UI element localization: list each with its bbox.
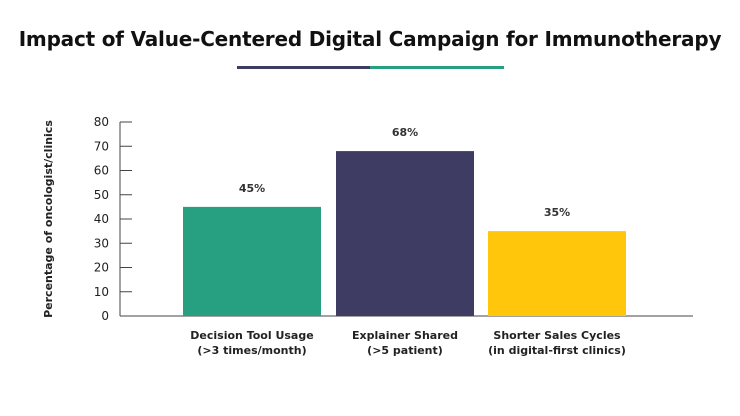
bar — [488, 231, 626, 316]
y-tick-label: 40 — [94, 212, 109, 226]
category-label: (in digital-first clinics) — [488, 344, 626, 357]
y-axis-title: Percentage of oncologist/clinics — [42, 120, 55, 318]
bars-layer — [183, 151, 626, 316]
y-tick-label: 50 — [94, 188, 109, 202]
y-tick-label: 0 — [101, 309, 109, 323]
bar — [183, 206, 321, 316]
y-tick-label: 10 — [94, 285, 109, 299]
data-label: 68% — [392, 126, 418, 139]
chart-title: Impact of Value-Centered Digital Campaig… — [18, 27, 722, 51]
labels-layer: 45% Decision Tool Usage (>3 times/month) 68… — [190, 126, 626, 357]
data-label: 35% — [544, 206, 570, 219]
y-tick-label: 30 — [94, 236, 109, 250]
y-tick-label: 20 — [94, 261, 109, 275]
category-label: (>3 times/month) — [197, 344, 306, 357]
y-tick-label: 80 — [94, 115, 109, 129]
title-underline-right — [370, 66, 504, 69]
category-label: (>5 patient) — [367, 344, 443, 357]
data-label: 45% — [239, 182, 265, 195]
title-underline-left — [237, 66, 370, 69]
category-label: Decision Tool Usage — [190, 329, 313, 342]
bar — [336, 151, 474, 316]
y-tick-label: 60 — [94, 164, 109, 178]
category-label: Shorter Sales Cycles — [493, 329, 621, 342]
category-label: Explainer Shared — [352, 329, 458, 342]
y-tick-label: 70 — [94, 139, 109, 153]
